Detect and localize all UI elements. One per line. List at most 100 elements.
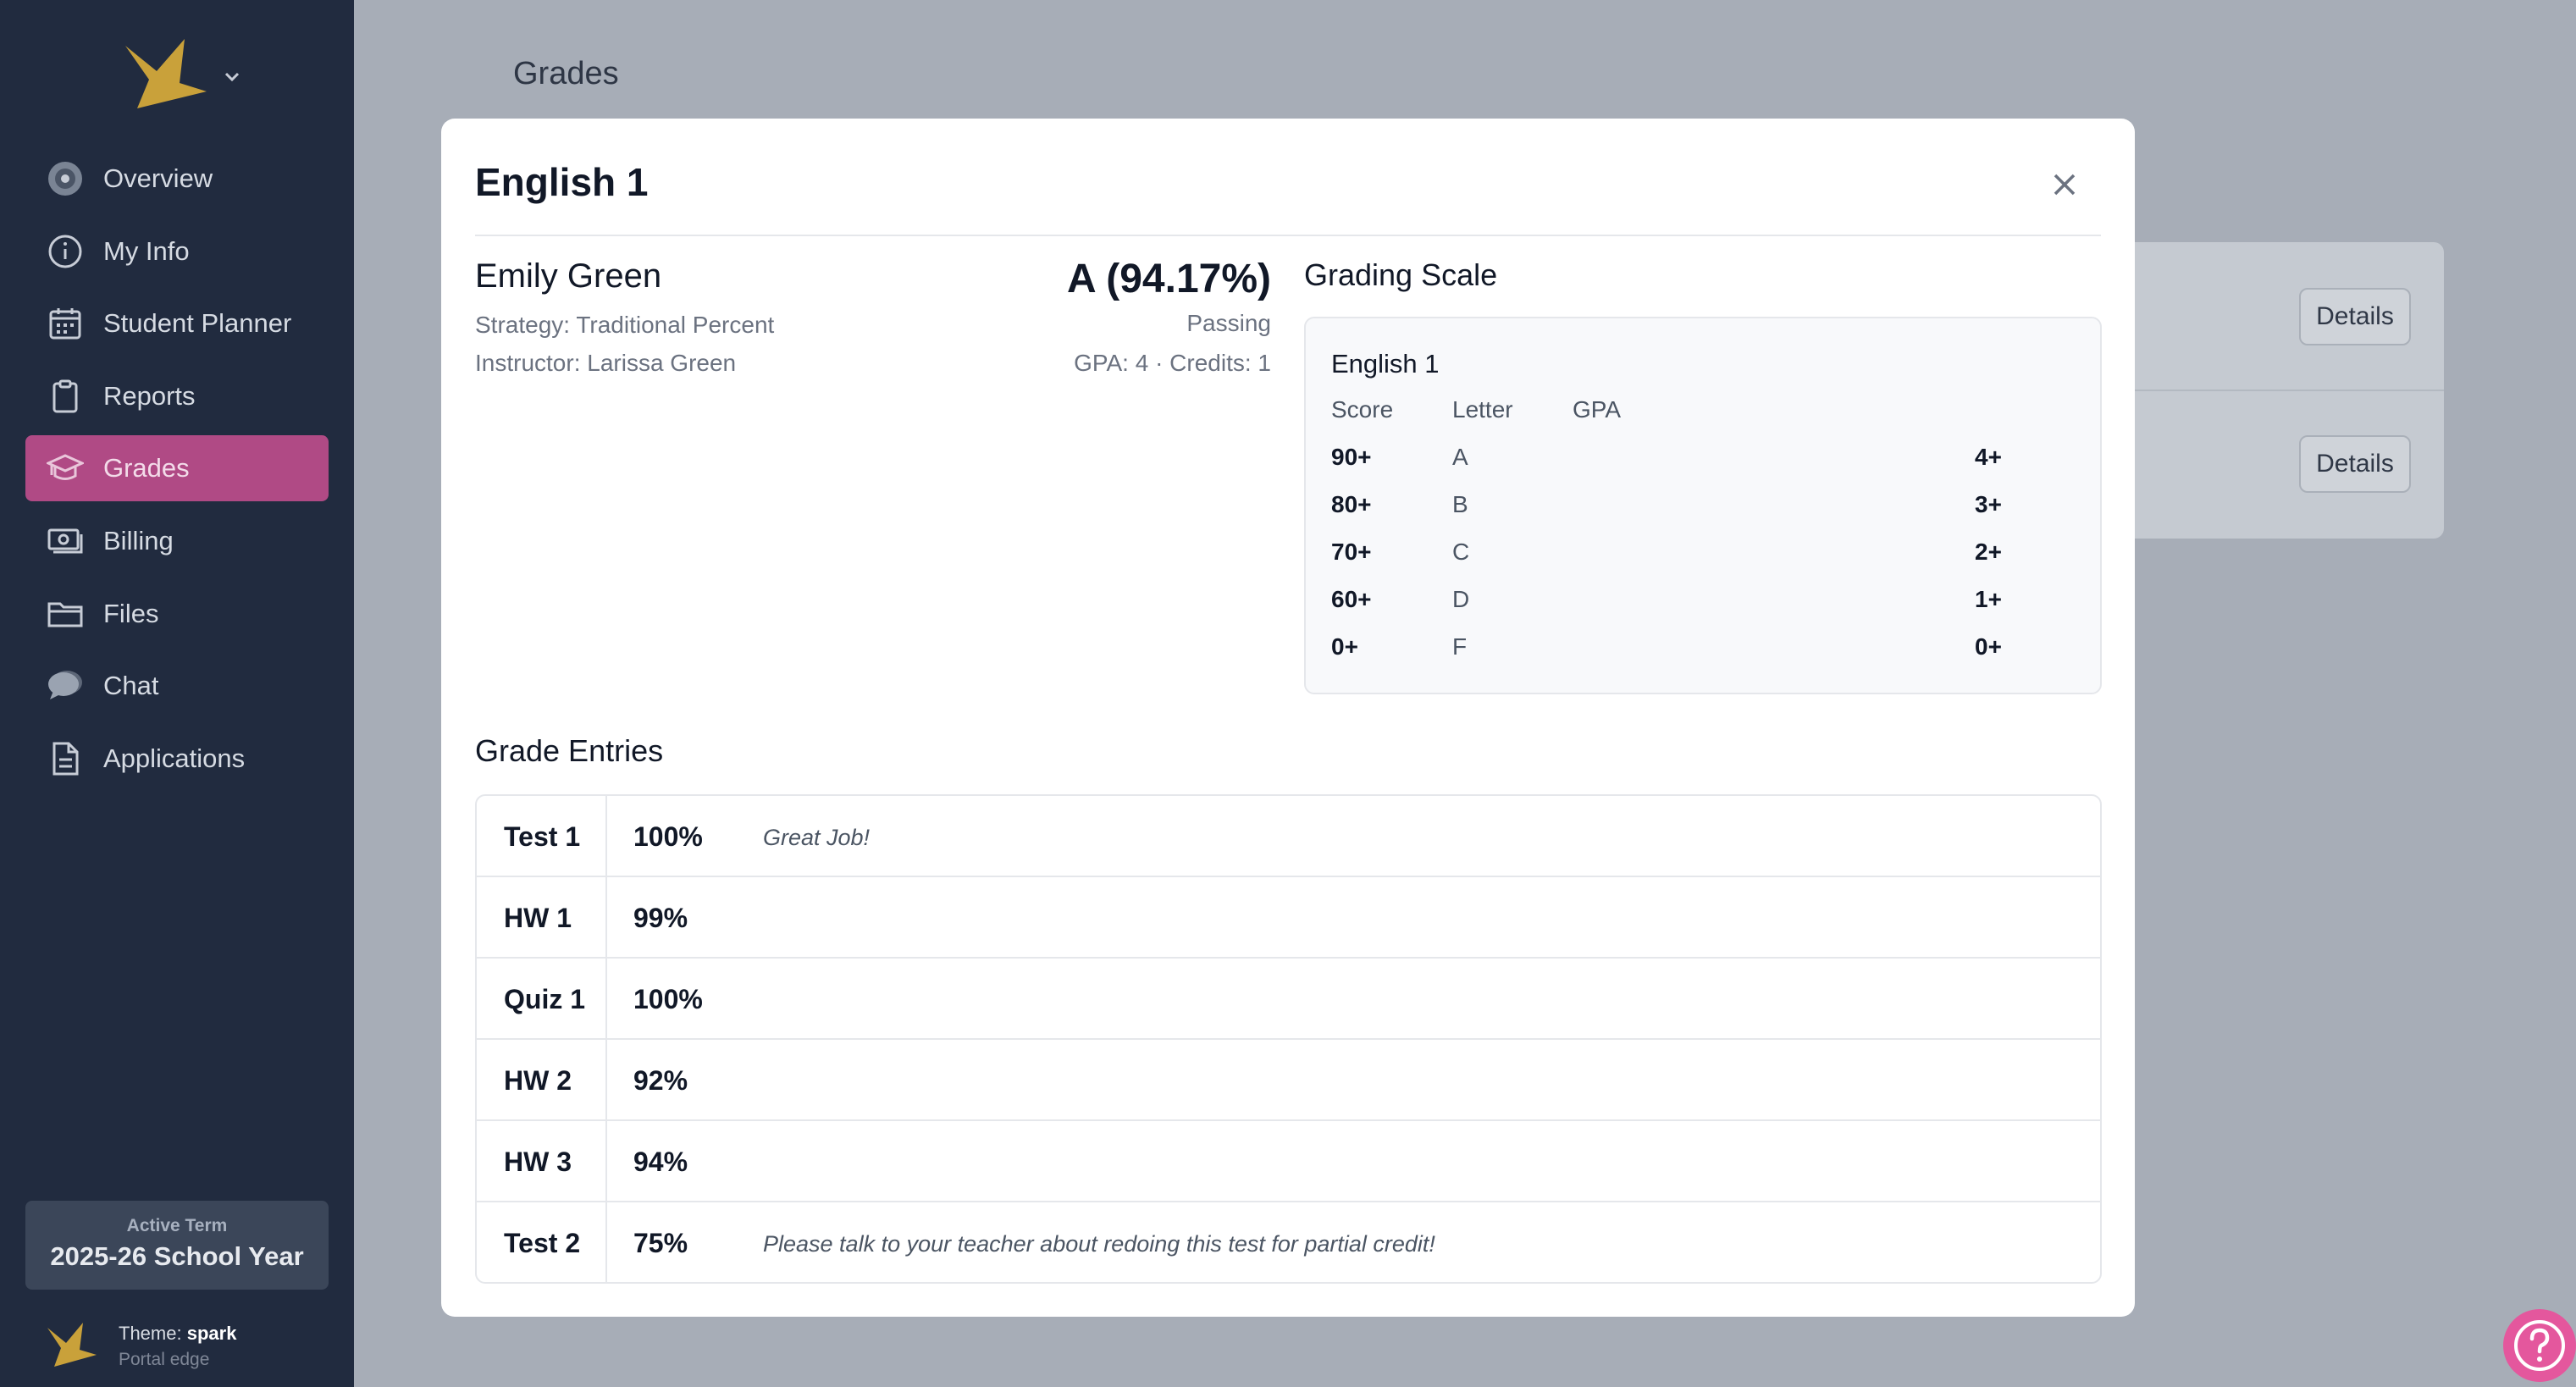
- grade-entries-title: Grade Entries: [475, 733, 664, 768]
- grading-strategy: Strategy: Traditional Percent: [475, 312, 775, 338]
- scale-score: 0+: [1331, 633, 1358, 660]
- scale-gpa: 0+: [1975, 633, 2002, 660]
- scale-gpa: 3+: [1975, 491, 2002, 517]
- entry-name: HW 1: [504, 903, 572, 933]
- clipboard-icon: [46, 377, 85, 416]
- folder-icon: [46, 594, 85, 633]
- theme-subtitle: Portal edge: [119, 1350, 210, 1369]
- scale-row: 80+ B 3+: [1306, 491, 2100, 525]
- sidebar-item-reports[interactable]: Reports: [25, 363, 329, 429]
- sidebar-item-label: Billing: [103, 525, 174, 555]
- theme-prefix: Theme:: [119, 1323, 182, 1344]
- sidebar-item-label: Files: [103, 598, 159, 628]
- scale-row: 0+ F 0+: [1306, 633, 2100, 667]
- close-icon[interactable]: [2048, 168, 2081, 202]
- grading-scale-title: Grading Scale: [1304, 257, 1498, 292]
- entry-score: 100%: [633, 984, 703, 1014]
- entry-name: Test 2: [504, 1228, 581, 1258]
- scale-letter: B: [1452, 491, 1468, 517]
- sidebar-item-label: Student Planner: [103, 308, 292, 339]
- compass-icon: [46, 159, 85, 198]
- entry-name: HW 2: [504, 1065, 572, 1096]
- theme-indicator: Theme: spark Portal edge: [44, 1318, 332, 1377]
- sidebar-item-my-info[interactable]: My Info: [25, 218, 329, 285]
- modal-title: English 1: [475, 160, 649, 204]
- divider: [2066, 390, 2444, 391]
- sidebar-item-student-planner[interactable]: Student Planner: [25, 290, 329, 356]
- sidebar-item-applications[interactable]: Applications: [25, 726, 329, 792]
- gpa-credits: GPA: 4 · Credits: 1: [1074, 350, 1271, 376]
- column-divider: [605, 1121, 607, 1201]
- document-icon: [46, 739, 85, 778]
- term-value: 2025-26 School Year: [50, 1241, 304, 1271]
- scale-score: 80+: [1331, 491, 1372, 517]
- table-row: Quiz 1 100%: [477, 959, 2100, 1040]
- active-term-selector[interactable]: Active Term 2025-26 School Year: [25, 1201, 329, 1290]
- calendar-icon: [46, 304, 85, 343]
- entry-score: 92%: [633, 1065, 688, 1096]
- scale-gpa: 1+: [1975, 586, 2002, 612]
- scale-letter: F: [1452, 633, 1468, 660]
- sidebar-nav: Overview My Info Student Planner Reports…: [25, 146, 329, 798]
- sidebar-item-label: Overview: [103, 163, 213, 193]
- theme-name: Theme: spark: [119, 1323, 236, 1345]
- scale-row: 70+ C 2+: [1306, 539, 2100, 572]
- entry-name: Test 1: [504, 821, 581, 852]
- instructor-name: Instructor: Larissa Green: [475, 350, 737, 376]
- grading-scale-course: English 1: [1331, 349, 1440, 379]
- details-button[interactable]: Details: [2299, 435, 2411, 493]
- sidebar-item-billing[interactable]: Billing: [25, 508, 329, 574]
- sidebar-item-label: Reports: [103, 380, 196, 411]
- pass-status: Passing: [1186, 310, 1271, 336]
- chevron-down-icon[interactable]: [222, 66, 242, 86]
- overall-grade: A (94.17%): [1067, 257, 1271, 301]
- scale-letter: C: [1452, 539, 1470, 565]
- sidebar-item-label: My Info: [103, 235, 190, 266]
- scale-score: 90+: [1331, 444, 1372, 470]
- term-label: Active Term: [126, 1216, 228, 1235]
- details-button[interactable]: Details: [2299, 288, 2411, 345]
- column-header-gpa: GPA: [1573, 396, 1622, 423]
- sidebar: Overview My Info Student Planner Reports…: [0, 0, 354, 1387]
- sidebar-item-label: Grades: [103, 453, 190, 484]
- grading-scale-table: English 1 Score Letter GPA 90+ A 4+ 80+ …: [1304, 317, 2102, 694]
- app-logo[interactable]: [119, 36, 254, 112]
- column-header-score: Score: [1331, 396, 1394, 423]
- entry-score: 94%: [633, 1147, 688, 1177]
- entry-score: 99%: [633, 903, 688, 933]
- scale-row: 90+ A 4+: [1306, 444, 2100, 478]
- info-icon: [46, 232, 85, 271]
- sidebar-item-label: Applications: [103, 743, 246, 773]
- sidebar-item-grades[interactable]: Grades: [25, 435, 329, 502]
- entry-name: HW 3: [504, 1147, 572, 1177]
- entry-comment: Great Job!: [763, 825, 871, 850]
- sidebar-item-chat[interactable]: Chat: [25, 653, 329, 719]
- grade-details-modal: English 1 Emily Green Strategy: Traditio…: [441, 119, 2135, 1317]
- table-row: HW 3 94%: [477, 1121, 2100, 1202]
- column-divider: [605, 1202, 607, 1282]
- table-row: HW 2 92%: [477, 1040, 2100, 1121]
- scale-score: 70+: [1331, 539, 1372, 565]
- divider: [475, 235, 2101, 236]
- scale-letter: D: [1452, 586, 1470, 612]
- table-row: HW 1 99%: [477, 877, 2100, 959]
- column-divider: [605, 796, 607, 876]
- question-mark-icon: [2514, 1320, 2565, 1371]
- scale-gpa: 4+: [1975, 444, 2002, 470]
- entry-score: 100%: [633, 821, 703, 852]
- sidebar-item-label: Chat: [103, 671, 159, 701]
- scale-row: 60+ D 1+: [1306, 586, 2100, 620]
- help-button[interactable]: [2503, 1309, 2576, 1382]
- table-row: Test 2 75% Please talk to your teacher a…: [477, 1202, 2100, 1282]
- entry-score: 75%: [633, 1228, 688, 1258]
- column-divider: [605, 1040, 607, 1119]
- scale-gpa: 2+: [1975, 539, 2002, 565]
- grade-entries-table: Test 1 100% Great Job! HW 1 99% Quiz 1 1…: [475, 794, 2102, 1284]
- sidebar-item-overview[interactable]: Overview: [25, 146, 329, 212]
- scale-score: 60+: [1331, 586, 1372, 612]
- theme-value: spark: [186, 1323, 237, 1344]
- column-header-letter: Letter: [1452, 396, 1513, 423]
- money-icon: [46, 522, 85, 561]
- table-row: Test 1 100% Great Job!: [477, 796, 2100, 877]
- sidebar-item-files[interactable]: Files: [25, 581, 329, 647]
